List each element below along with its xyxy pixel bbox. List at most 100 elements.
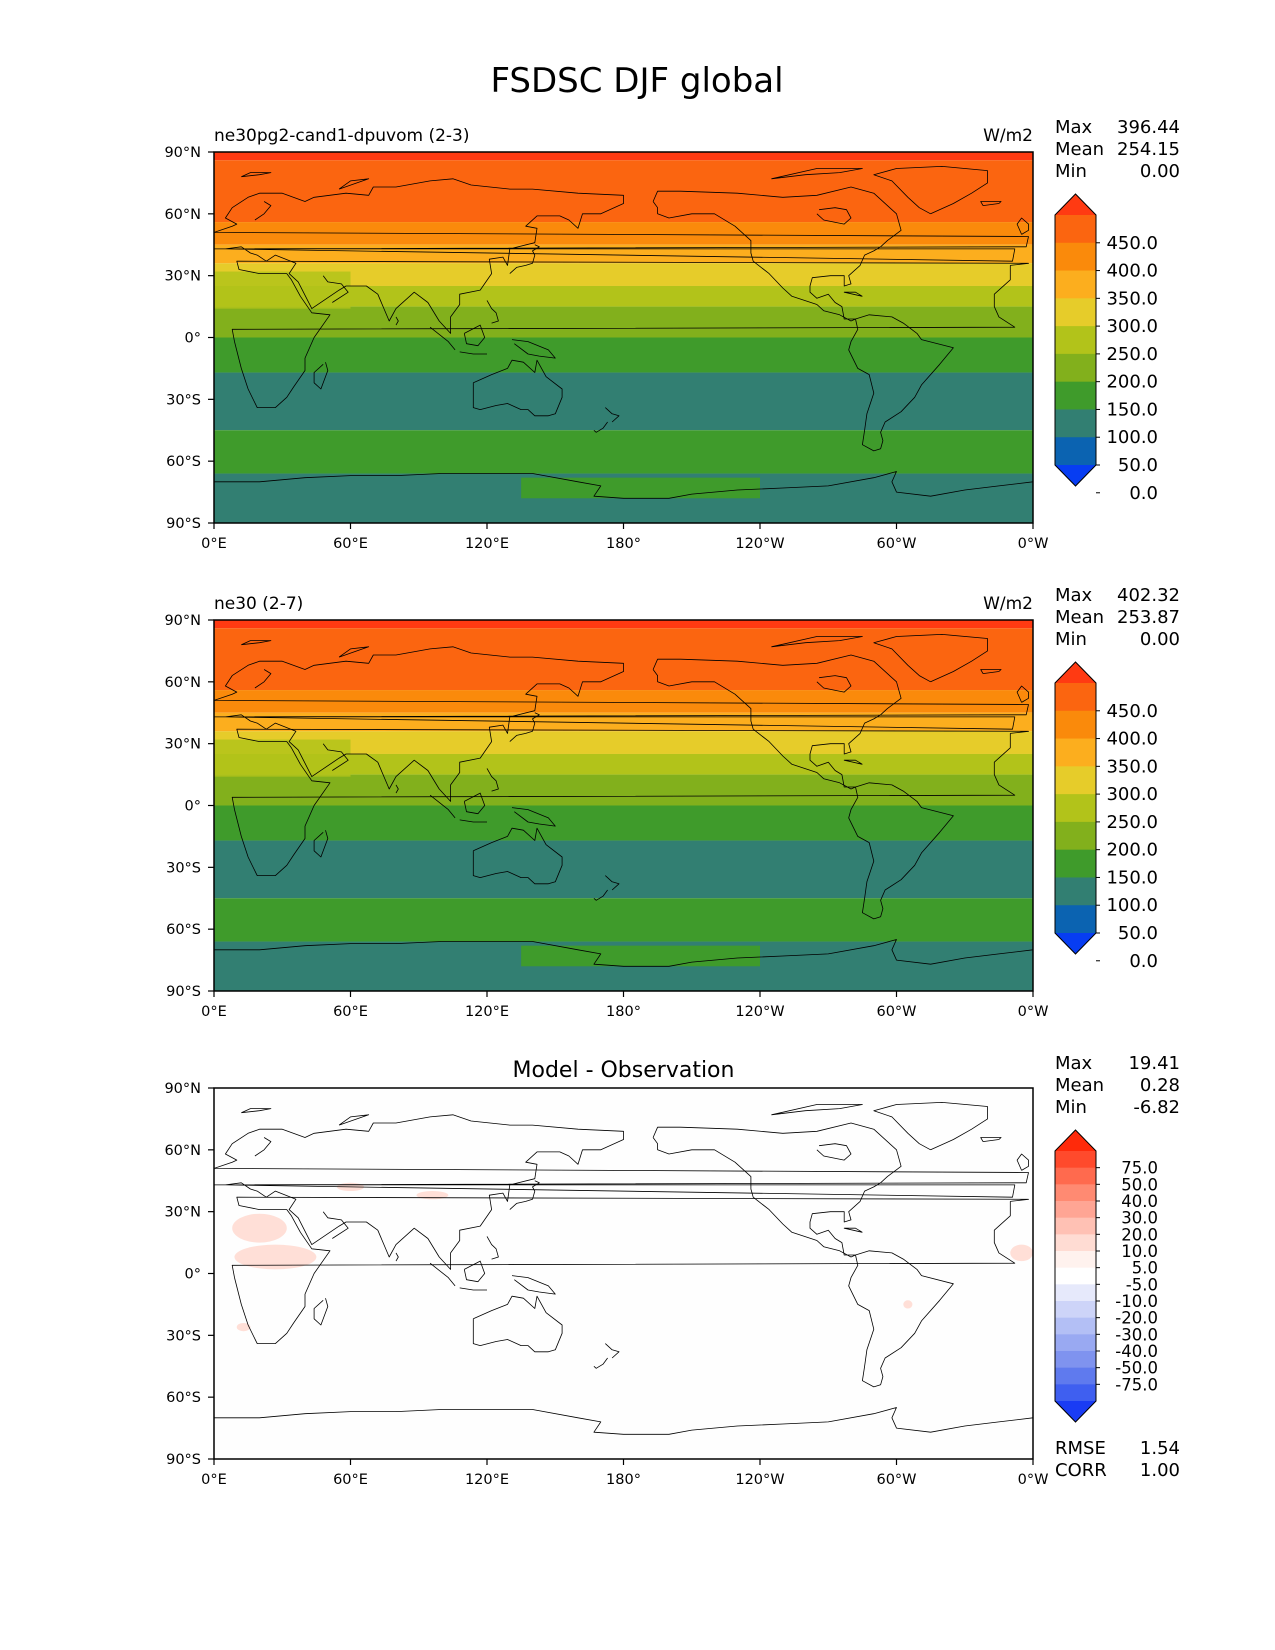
flux-band [214,774,1033,806]
lon-tick-label: 0°E [201,536,227,552]
flux-band [214,840,1033,899]
coastline [472,359,563,417]
colorbar-segment [1055,1317,1096,1335]
lon-tick-label: 60°W [876,1472,916,1488]
flux-band [214,372,1033,431]
lat-tick-label: 60°S [166,1390,201,1406]
panel-left-title: ne30pg2-cand1-dpuvom (2-3) [214,126,470,146]
lon-tick-label: 0°E [201,1472,227,1488]
panel-left-title: ne30 (2-7) [214,594,303,614]
colorbar-extend-min [1055,933,1096,954]
flux-band [214,805,1033,841]
colorbar-tick-label: 150.0 [1106,399,1158,420]
map-panel-test: 90°N 60°N 30°N 0° 30°S 60°S 90°S0°E 60°E 120°E 18… [164,117,1180,552]
colorbar-segment [1055,1234,1096,1252]
lat-tick-label: 90°N [164,613,201,629]
coastline [463,792,486,815]
colorbar-extend-max [1055,1130,1096,1151]
coastline [771,1104,863,1116]
coastline [1016,685,1029,703]
colorbar-segment [1055,1201,1096,1219]
coastline [214,939,1033,967]
colorbar: 450.0 400.0 350.0 300.0 250.0 200.0 150.0 100.0… [1054,661,1158,972]
coastline [459,819,487,823]
flux-band [214,306,1033,338]
stat-value: 1.00 [1140,1460,1180,1481]
colorbar-segment [1055,353,1096,383]
colorbar-tick-label: 350.0 [1106,288,1158,309]
colorbar-tick-label: 100.0 [1106,427,1158,448]
colorbar-segment [1055,821,1096,851]
stat-label: Min [1055,1097,1087,1118]
difference-blob [232,1213,287,1243]
colorbar-segment [1055,1284,1096,1302]
lat-tick-label: 0° [185,1267,201,1283]
coastline [509,712,540,742]
colorbar-segment [1055,1384,1096,1402]
flux-band [214,337,1033,373]
colorbar-tick-label: 300.0 [1106,316,1158,337]
colorbar-extend-max [1055,194,1096,215]
land-band [214,739,351,777]
colorbar-tick-label: -50.0 [1115,1359,1158,1378]
colorbar-segment [1055,1351,1096,1369]
coastline [771,636,863,648]
coastline [231,728,1029,876]
coastline [241,1108,272,1114]
panel-units: W/m2 [983,126,1033,146]
colorbar-tick-label: 0.0 [1129,951,1158,972]
coastline [313,830,329,858]
colorbar-tick-label: -30.0 [1115,1325,1158,1344]
coastline [214,1407,1033,1435]
coastline [873,1102,988,1151]
antarctic-band [521,477,760,499]
coastline [605,407,620,423]
flux-band [214,753,1033,775]
coastline [1016,217,1029,235]
colorbar-tick-label: 50.0 [1121,1175,1158,1194]
colorbar-segment [1055,849,1096,879]
stat-value: 1.54 [1140,1438,1180,1459]
colorbar-segment [1055,1167,1096,1185]
coastline [873,165,988,215]
lon-tick-label: 0°W [1018,536,1049,552]
lat-tick-label: 0° [185,799,201,815]
lat-tick-label: 0° [185,331,201,347]
coastline [463,1260,486,1283]
flux-band [214,898,1033,942]
lon-tick-label: 120°E [465,1004,509,1020]
coastline [843,759,863,765]
coastline [980,1137,1002,1142]
lat-tick-label: 30°S [166,1328,201,1344]
colorbar-tick-label: 450.0 [1106,701,1158,722]
colorbar-tick-label: 10.0 [1121,1242,1158,1261]
lat-tick-label: 30°S [166,392,201,408]
stat-label: CORR [1055,1460,1107,1481]
flux-band [214,731,1033,754]
lat-tick-label: 60°N [164,675,201,691]
colorbar-tick-label: 250.0 [1106,812,1158,833]
lon-tick-label: 120°E [465,536,509,552]
colorbar-tick-label: 250.0 [1106,344,1158,365]
colorbar-tick-label: 200.0 [1106,372,1158,393]
coastline [771,168,863,180]
coastline [511,807,556,827]
coastline [486,300,499,324]
stat-value: 19.41 [1128,1053,1180,1074]
colorbar-segment [1055,905,1096,934]
flux-band [214,222,1033,245]
lat-tick-label: 60°S [166,922,201,938]
colorbar-tick-label: 150.0 [1106,867,1158,888]
coastline [511,1275,556,1295]
coastline [593,421,608,433]
lat-tick-label: 30°N [164,269,201,285]
coastline [605,875,620,891]
lat-tick-label: 30°N [164,737,201,753]
coastline [322,743,349,771]
coastline [593,889,608,901]
colorbar-outline [1054,1129,1097,1423]
coastline [241,640,272,646]
coastline [241,172,272,178]
coastline [652,1122,902,1258]
flux-band [214,263,1033,286]
